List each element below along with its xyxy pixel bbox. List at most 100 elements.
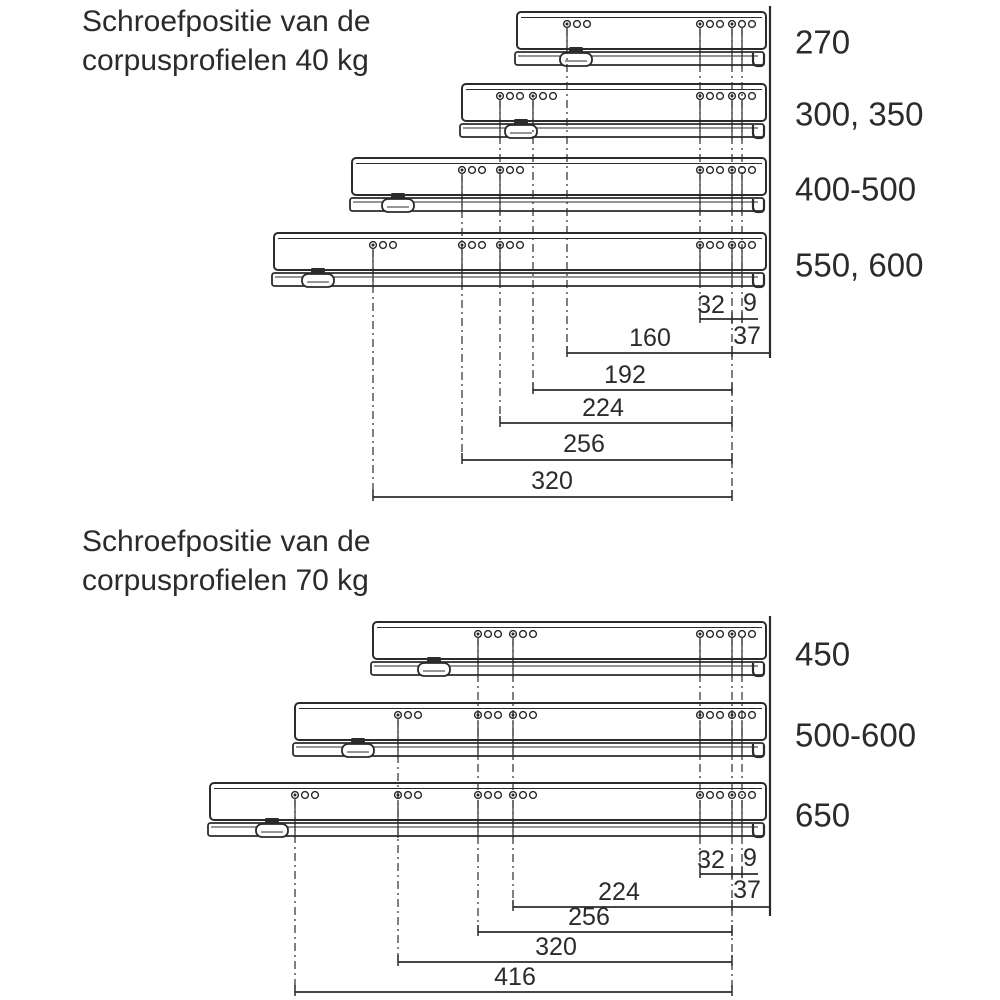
screw-hole-center-mark [498, 168, 502, 172]
screw-hole [483, 790, 493, 800]
screw-hole-center-mark [293, 793, 297, 797]
screw-hole [518, 629, 528, 639]
screw-hole [715, 790, 725, 800]
latch-cap [427, 657, 441, 663]
rail-body [273, 232, 767, 271]
dimension-value-label: 9 [743, 844, 757, 872]
screw-hole [737, 19, 747, 29]
rail-body [372, 621, 767, 660]
dimension-value-label: 192 [604, 361, 646, 389]
rail-body [461, 83, 767, 122]
latch-cap [311, 268, 325, 274]
screw-hole [515, 240, 525, 250]
screw-hole [505, 240, 515, 250]
screw-hole [538, 91, 548, 101]
screw-hole [518, 710, 528, 720]
screw-hole [747, 240, 757, 250]
rail-length-label: 650 [795, 797, 850, 834]
dimension-value-label: 32 [697, 846, 725, 874]
screw-hole-center-mark [531, 94, 535, 98]
screw-hole [747, 790, 757, 800]
screw-hole-center-mark [460, 168, 464, 172]
latch-lever [255, 823, 289, 838]
dimension-value-label: 416 [494, 963, 536, 991]
screw-hole-center-mark [396, 713, 400, 717]
screw-hole-center-mark [371, 243, 375, 247]
screw-hole [705, 91, 715, 101]
screw-hole [493, 629, 503, 639]
screw-hole-center-mark [565, 22, 569, 26]
rail-lower-band [514, 51, 765, 66]
screw-hole [747, 91, 757, 101]
rail-body [209, 782, 767, 821]
screw-hole [715, 19, 725, 29]
rear-hook [751, 663, 766, 678]
screw-hole-center-mark [730, 632, 734, 636]
screw-hole [300, 790, 310, 800]
rear-hook [751, 53, 766, 68]
screw-hole [705, 240, 715, 250]
latch-lever [381, 198, 415, 213]
rail-length-label: 270 [795, 24, 850, 61]
screw-hole [747, 165, 757, 175]
screw-hole-center-mark [698, 632, 702, 636]
section-40kg: 270 300, 350 400-500 550, 600 32 9 160 37 192 224… [271, 6, 923, 501]
screw-hole [715, 240, 725, 250]
screw-hole [483, 710, 493, 720]
screw-hole [747, 19, 757, 29]
screw-hole [477, 240, 487, 250]
screw-hole [528, 629, 538, 639]
screw-hole-center-mark [460, 243, 464, 247]
dimension-value-label: 256 [563, 430, 605, 458]
screw-hole [705, 629, 715, 639]
section-title-70kg: Schroefpositie van de corpusprofielen 70… [82, 522, 371, 600]
screw-hole-center-mark [498, 94, 502, 98]
latch-cap [514, 119, 528, 125]
screw-hole [515, 165, 525, 175]
rail-650 [207, 782, 767, 839]
screw-hole [518, 790, 528, 800]
rail-550-600 [271, 232, 767, 289]
rail-length-label: 500-600 [795, 717, 916, 754]
screw-hole [747, 710, 757, 720]
screw-hole [715, 91, 725, 101]
rail-lower-band [207, 822, 765, 837]
rail-body [294, 702, 767, 741]
screw-hole [715, 165, 725, 175]
rear-hook [751, 199, 766, 214]
screw-hole [493, 710, 503, 720]
screw-hole [528, 790, 538, 800]
rail-400-500 [349, 157, 767, 214]
screw-hole [378, 240, 388, 250]
latch-cap [265, 818, 279, 824]
screw-hole [705, 165, 715, 175]
title-line-1: Schroefpositie van de [82, 525, 371, 558]
rear-hook [751, 274, 766, 289]
screw-hole [493, 790, 503, 800]
screw-hole [747, 629, 757, 639]
screw-hole-center-mark [698, 168, 702, 172]
latch-lever [417, 662, 451, 677]
rail-300-350 [459, 83, 767, 140]
screw-hole [515, 91, 525, 101]
screw-hole-center-mark [730, 168, 734, 172]
dimension-value-label: 224 [598, 878, 640, 906]
rail-450 [370, 621, 767, 678]
rail-length-label: 450 [795, 636, 850, 673]
screw-hole [310, 790, 320, 800]
dimension-value-label: 160 [629, 324, 671, 352]
screw-hole [715, 629, 725, 639]
screw-hole-center-mark [698, 22, 702, 26]
title-line-1: Schroefpositie van de [82, 5, 371, 38]
latch-lever [301, 273, 335, 288]
title-line-2: corpusprofielen 40 kg [82, 44, 369, 77]
screw-hole [705, 19, 715, 29]
rear-hook [751, 744, 766, 759]
latch-lever [341, 743, 375, 758]
dimension-value-label: 256 [568, 903, 610, 931]
screw-hole [528, 710, 538, 720]
dimension-value-label: 37 [733, 322, 761, 350]
